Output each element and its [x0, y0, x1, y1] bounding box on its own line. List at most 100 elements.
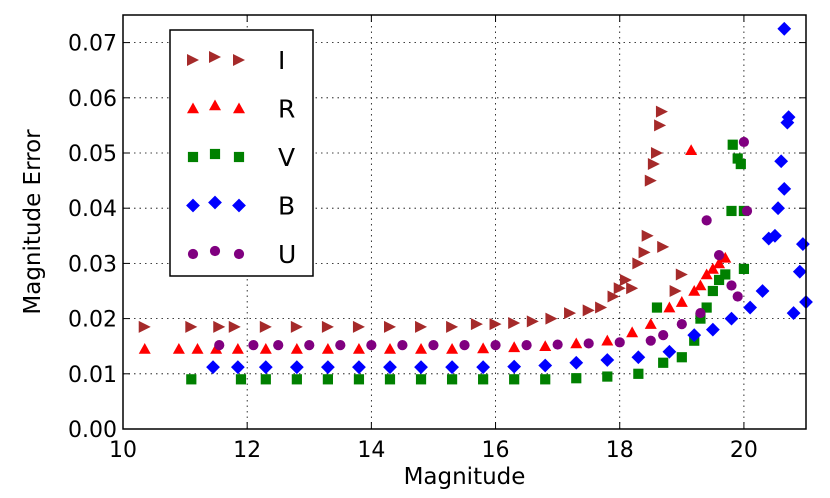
series-B: [206, 21, 813, 375]
x-tick-label: 14: [357, 438, 385, 463]
x-tick-label: 12: [233, 438, 261, 463]
data-point-U: [214, 339, 225, 351]
data-point-B: [755, 284, 770, 298]
data-point-R: [644, 318, 657, 329]
data-point-I: [321, 320, 334, 333]
data-point-I: [675, 268, 688, 281]
data-point-U: [658, 330, 669, 341]
data-point-R: [601, 334, 614, 346]
data-point-R: [700, 268, 713, 280]
legend-label-U: U: [278, 240, 296, 269]
data-point-B: [230, 360, 245, 375]
legend-marker-B: [208, 195, 222, 210]
legend-marker-V: [209, 148, 221, 160]
legend-marker-R: [209, 99, 221, 111]
data-point-B: [771, 201, 785, 216]
data-point-B: [777, 181, 792, 196]
data-point-I: [619, 273, 632, 286]
data-point-I: [582, 304, 595, 317]
data-point-U: [732, 291, 743, 302]
legend-marker-I: [209, 51, 221, 63]
data-point-U: [726, 280, 737, 291]
data-point-B: [206, 360, 220, 375]
data-point-V: [735, 158, 746, 170]
x-axis-label: Magnitude: [404, 464, 526, 490]
data-point-B: [786, 306, 801, 320]
data-point-U: [490, 339, 501, 351]
series-I: [138, 105, 688, 333]
data-point-R: [688, 285, 701, 296]
data-point-R: [663, 301, 676, 313]
data-point-I: [383, 320, 396, 333]
data-point-R: [290, 342, 303, 354]
data-point-I: [138, 320, 151, 333]
data-point-I: [669, 285, 682, 297]
data-point-U: [335, 339, 346, 351]
data-point-V: [720, 269, 731, 280]
data-point-I: [657, 240, 670, 253]
data-point-V: [651, 302, 663, 313]
data-point-R: [191, 342, 204, 354]
legend-label-R: R: [278, 95, 295, 124]
data-point-R: [231, 342, 244, 354]
legend-marker-B: [186, 198, 200, 213]
legend-marker-U: [209, 245, 221, 257]
data-point-I: [638, 246, 651, 259]
y-tick-label: 0.00: [68, 418, 117, 443]
data-point-B: [781, 110, 796, 125]
data-point-B: [289, 360, 304, 375]
data-point-B: [600, 353, 615, 367]
legend-label-B: B: [278, 192, 295, 221]
data-point-V: [509, 374, 520, 385]
data-point-U: [695, 307, 706, 319]
legend-marker-B: [232, 198, 246, 213]
data-point-R: [694, 279, 707, 291]
data-point-U: [713, 250, 725, 261]
data-point-V: [676, 352, 687, 363]
data-point-V: [633, 368, 644, 379]
y-tick-label: 0.01: [68, 363, 117, 388]
data-point-I: [352, 320, 365, 333]
data-point-I: [185, 320, 198, 333]
data-point-B: [724, 311, 739, 326]
data-point-I: [641, 229, 654, 242]
x-tick-label: 10: [109, 438, 137, 463]
legend-marker-R: [233, 102, 245, 114]
data-point-B: [352, 360, 366, 375]
legend-marker-V: [233, 151, 245, 163]
y-tick-label: 0.06: [68, 87, 117, 112]
data-point-U: [397, 339, 408, 351]
y-tick-label: 0.02: [68, 308, 117, 333]
series-R: [138, 144, 732, 354]
data-point-B: [569, 355, 584, 370]
data-point-U: [428, 339, 439, 351]
data-point-B: [414, 360, 428, 375]
data-point-B: [258, 360, 273, 375]
data-point-U: [583, 338, 594, 349]
data-point-I: [446, 320, 459, 333]
data-point-V: [707, 285, 718, 297]
x-tick-label: 18: [606, 438, 634, 463]
data-point-U: [248, 339, 259, 351]
data-point-I: [213, 320, 226, 333]
data-point-R: [706, 262, 719, 274]
data-point-R: [352, 342, 365, 354]
data-point-R: [570, 337, 583, 349]
y-axis-label: Magnitude Error: [20, 129, 46, 315]
legend-label-V: V: [278, 143, 295, 172]
y-tick-label: 0.04: [68, 197, 117, 222]
data-point-V: [353, 374, 365, 385]
data-point-B: [383, 360, 397, 375]
data-point-I: [613, 282, 626, 295]
data-point-I: [632, 257, 645, 270]
data-point-V: [571, 373, 582, 384]
data-point-V: [726, 205, 737, 217]
data-point-I: [470, 318, 483, 331]
data-point-R: [719, 251, 732, 263]
data-point-R: [446, 342, 459, 354]
data-point-V: [291, 374, 302, 385]
data-point-U: [701, 215, 712, 226]
data-point-U: [614, 337, 625, 348]
data-point-V: [478, 374, 489, 385]
data-point-I: [644, 174, 657, 187]
